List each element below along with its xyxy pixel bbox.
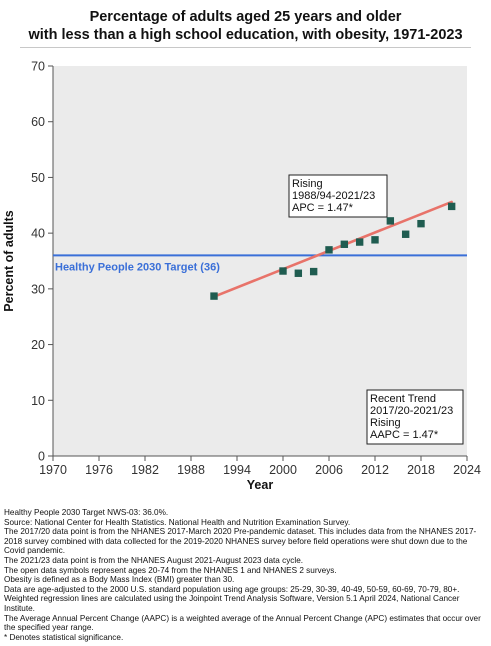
annotation-aapc-text: Rising [370,417,401,429]
data-point [340,240,349,248]
y-tick-label: 0 [38,450,45,464]
annotation-aapc-text: AAPC = 1.47* [370,429,439,441]
annotation-apc-text: 1988/94-2021/23 [292,190,375,202]
chart-title-line-2: with less than a high school education, … [28,27,463,43]
footnote: * Denotes statistical significance. [4,632,124,642]
footnote: The 2017/20 data point is from the NHANE… [4,527,477,556]
y-tick-label: 60 [31,115,45,129]
trend-line [212,200,453,298]
footnote: The Average Annual Percent Change (AAPC)… [4,613,481,633]
footnotes: Healthy People 2030 Target NWS-03: 36.0%… [4,508,486,642]
x-tick-label: 1976 [85,463,113,477]
annotation-aapc-box [366,389,464,445]
footnote: The open data symbols represent ages 20-… [4,565,337,575]
x-tick-label: 1994 [223,463,251,477]
x-tick-label: 2006 [315,463,343,477]
data-point [386,217,395,225]
data-point [371,236,379,244]
target-label: Healthy People 2030 Target (36) [55,261,220,273]
y-tick-label: 10 [31,394,45,408]
x-axis-title: Year [247,478,274,492]
x-tick-label: 1970 [39,463,67,477]
x-tick-label: 2024 [453,463,481,477]
data-point [355,238,364,246]
x-tick-label: 2000 [269,463,297,477]
y-tick-label: 40 [31,227,45,241]
y-axis-title: Percent of adults [2,210,16,311]
chart-title: Percentage of adults aged 25 years and o… [0,8,491,44]
data-point [294,269,303,277]
annotation-apc-box [288,174,388,218]
y-tick-label: 20 [31,338,45,352]
footnote: Data are age-adjusted to the 2000 U.S. s… [4,584,460,594]
x-tick-label: 1982 [131,463,159,477]
chart-svg: 0 10 20 30 40 50 60 70 1970 1976 1982 1988 1994 2000 2… [2,60,481,493]
x-tick-label: 2018 [407,463,435,477]
footnote: Obesity is defined as a Body Mass Index … [4,575,235,585]
annotation-apc-text: APC = 1.47* [292,202,354,214]
data-point [309,267,318,276]
footnote: Healthy People 2030 Target NWS-03: 36.0%… [4,508,169,517]
data-point [417,219,425,228]
footnote: Weighted regression lines are calculated… [4,594,460,613]
y-tick-label: 30 [31,282,45,296]
x-tick-label: 1988 [177,463,205,477]
y-tick-label: 50 [31,171,45,185]
footnote: Source: National Center for Health Stati… [4,517,351,527]
data-point [401,230,410,238]
chart-title-line-1: Percentage of adults aged 25 years and o… [89,9,402,25]
data-point [325,246,333,254]
data-point [279,267,287,275]
title-divider [20,47,471,48]
annotation-apc-text: Rising [292,178,323,190]
annotation-aapc-text: Recent Trend [370,393,436,405]
data-point [210,292,218,300]
data-point [447,202,456,211]
footnote: The 2021/23 data point is from the NHANE… [4,555,304,565]
y-tick-label: 70 [31,60,45,74]
x-tick-label: 2012 [361,463,389,477]
annotation-aapc-text: 2017/20-2021/23 [370,405,453,417]
